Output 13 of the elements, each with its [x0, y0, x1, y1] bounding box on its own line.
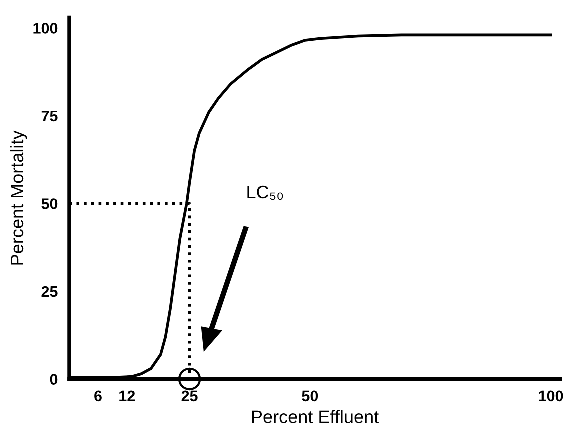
y-axis-title: Percent Mortality	[10, 130, 28, 265]
x-tick-label: 12	[120, 390, 136, 402]
y-tick-label: 100	[34, 23, 58, 34]
annotation: LC₅₀	[248, 186, 284, 200]
y-tick-label: 25	[42, 286, 58, 298]
x-tick-label: 50	[302, 390, 318, 402]
y-tick-label: 75	[42, 110, 58, 122]
y-tick-label: 0	[50, 374, 58, 385]
x-tick-label: 100	[539, 390, 564, 402]
y-tick-label: 50	[42, 198, 58, 210]
x-axis-title: Percent Effluent	[252, 410, 379, 424]
x-tick-label: 6	[94, 390, 102, 402]
x-tick-label: 25	[182, 390, 198, 402]
